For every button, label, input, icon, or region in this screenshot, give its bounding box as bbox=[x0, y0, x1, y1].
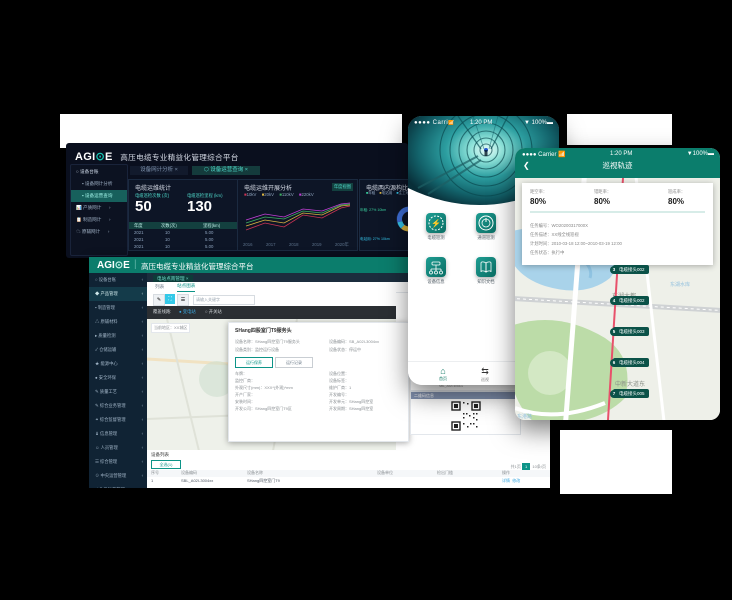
svg-text:中新大道东: 中新大道东 bbox=[615, 380, 645, 388]
svg-text:东港路: 东港路 bbox=[517, 413, 532, 420]
svg-text:⚡: ⚡ bbox=[431, 218, 441, 228]
svg-text:东湖水库: 东湖水库 bbox=[670, 281, 690, 288]
